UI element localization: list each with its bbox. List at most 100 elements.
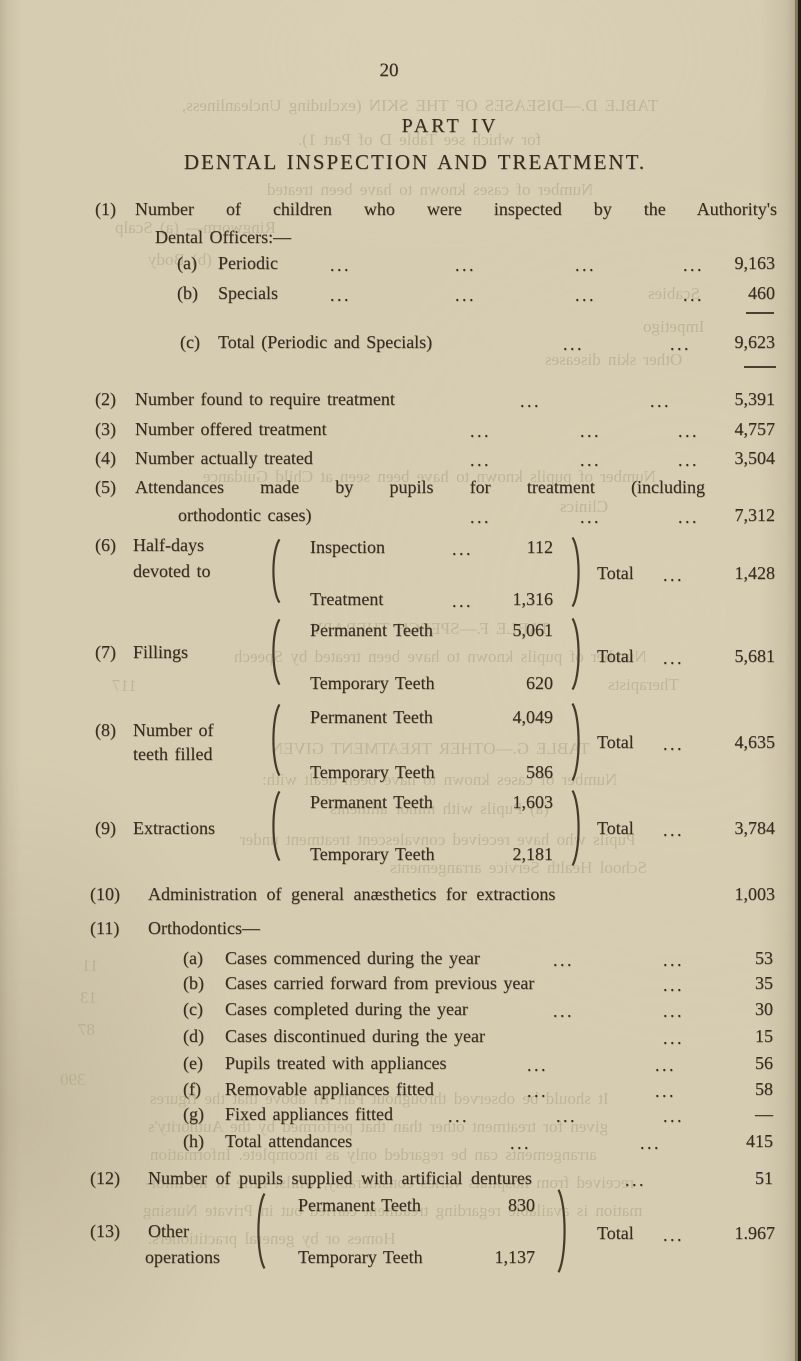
item-11-label: Orthodontics— <box>148 918 260 938</box>
left-brace <box>266 618 284 686</box>
dot-leader: ... <box>625 1170 646 1190</box>
ghost-text: 11 <box>82 956 99 975</box>
item-8-total-value: 4,635 <box>734 732 776 752</box>
item-1b-value: 460 <box>748 283 775 303</box>
dot-leader: ... <box>655 1081 676 1101</box>
ghost-text: 87 <box>78 1020 95 1039</box>
dot-leader: ... <box>670 334 691 354</box>
item-9-marker: (9) <box>95 818 116 838</box>
item-8-row2-label: Temporary Teeth <box>310 762 435 782</box>
item-7-row2-label: Temporary Teeth <box>310 673 435 693</box>
item-11a-marker: (a) <box>183 948 203 968</box>
item-13-label2: operations <box>145 1247 220 1267</box>
item-7-total-label: Total <box>597 646 634 666</box>
dot-leader: ... <box>663 1106 684 1126</box>
dot-leader: ... <box>663 950 684 970</box>
ghost-text: Therapists <box>608 675 679 694</box>
ghost-text: 390 <box>60 1070 86 1089</box>
item-6-label2: devoted to <box>133 561 211 581</box>
item-8-marker: (8) <box>95 720 116 740</box>
right-brace <box>568 789 586 867</box>
sum-rule <box>746 312 774 314</box>
item-7-row1-label: Permanent Teeth <box>310 620 433 640</box>
item-2-value: 5,391 <box>734 389 776 409</box>
dot-leader: ... <box>330 255 351 275</box>
item-9-row2-value: 2,181 <box>512 844 554 864</box>
item-11c-label: Cases completed during the year <box>225 999 468 1019</box>
item-9-total-value: 3,784 <box>734 818 776 838</box>
item-2-label: Number found to require treatment <box>135 389 395 409</box>
dot-leader: ... <box>575 285 596 305</box>
item-9-row2-label: Temporary Teeth <box>310 844 435 864</box>
left-brace <box>266 790 284 862</box>
page-title: DENTAL INSPECTION AND TREATMENT. <box>183 150 647 174</box>
item-9-total-label: Total <box>597 818 634 838</box>
item-13-row1-label: Permanent Teeth <box>298 1195 421 1215</box>
item-8-total-label: Total <box>597 732 634 752</box>
item-11e-label: Pupils treated with appliances <box>225 1053 447 1073</box>
dot-leader: ... <box>452 539 473 559</box>
ghost-text: TABLE D.—DISEASES OF THE SKIN (excluding… <box>181 96 659 115</box>
item-6-total-value: 1,428 <box>734 563 776 583</box>
item-7-marker: (7) <box>95 642 116 662</box>
dot-leader: ... <box>678 421 699 441</box>
dot-leader: ... <box>556 1106 577 1126</box>
part-heading: PART IV <box>401 115 499 137</box>
item-6-row2-label: Treatment <box>310 589 384 609</box>
item-1b-label: Specials <box>218 283 278 303</box>
item-12-value: 51 <box>755 1168 773 1188</box>
item-13-row2-label: Temporary Teeth <box>298 1247 423 1267</box>
item-5-marker: (5) <box>95 477 116 497</box>
item-1c-label: Total (Periodic and Specials) <box>218 332 433 352</box>
item-1a-marker: (a) <box>177 253 197 273</box>
dot-leader: ... <box>640 1133 661 1153</box>
item-11f-value: 58 <box>755 1079 773 1099</box>
ghost-text: Number of cases known to have been dealt… <box>262 770 618 789</box>
dot-leader: ... <box>470 421 491 441</box>
dot-leader: ... <box>650 391 671 411</box>
item-13-row1-value: 830 <box>508 1195 535 1215</box>
dot-leader: ... <box>663 1028 684 1048</box>
dot-leader: ... <box>663 565 684 585</box>
item-6-total-label: Total <box>597 563 634 583</box>
page-number: 20 <box>379 60 399 81</box>
item-9-row1-value: 1,603 <box>512 792 554 812</box>
item-12-label: Number of pupils supplied with artificia… <box>148 1168 532 1188</box>
dot-leader: ... <box>580 507 601 527</box>
item-11g-value: — <box>755 1104 773 1124</box>
item-3-value: 4,757 <box>734 419 776 439</box>
dot-leader: ... <box>575 255 596 275</box>
item-3-marker: (3) <box>95 419 116 439</box>
item-6-row1-value: 112 <box>526 537 553 557</box>
dot-leader: ... <box>330 285 351 305</box>
item-11d-value: 15 <box>755 1026 773 1046</box>
item-11f-marker: (f) <box>183 1079 201 1099</box>
item-5-line2: orthodontic cases) <box>178 505 312 525</box>
item-11g-marker: (g) <box>183 1104 204 1124</box>
item-7-row1-value: 5,061 <box>512 620 554 640</box>
ghost-text: 117 <box>112 676 137 695</box>
item-7-row2-value: 620 <box>526 673 553 693</box>
item-11b-label: Cases carried forward from previous year <box>225 973 535 993</box>
dot-leader: ... <box>663 1001 684 1021</box>
item-4-value: 3,504 <box>734 448 776 468</box>
item-10-value: 1,003 <box>734 884 776 904</box>
item-9-row1-label: Permanent Teeth <box>310 792 433 812</box>
item-3-label: Number offered treatment <box>135 419 327 439</box>
item-13-marker: (13) <box>90 1221 120 1241</box>
dot-leader: ... <box>580 421 601 441</box>
item-6-label1: Half-days <box>133 535 204 555</box>
dot-leader: ... <box>553 950 574 970</box>
item-7-label1: Fillings <box>133 642 189 662</box>
dot-leader: ... <box>683 255 704 275</box>
item-12-marker: (12) <box>90 1168 120 1188</box>
item-11-marker: (11) <box>90 918 120 938</box>
left-brace <box>251 1192 269 1270</box>
item-11h-label: Total attendances <box>225 1131 353 1151</box>
dot-leader: ... <box>580 450 601 470</box>
item-1-line1: Number of children who were inspected by… <box>135 199 777 219</box>
item-11e-value: 56 <box>755 1053 773 1073</box>
right-brace <box>554 1188 572 1274</box>
dot-leader: ... <box>678 507 699 527</box>
item-11d-marker: (d) <box>183 1026 204 1046</box>
